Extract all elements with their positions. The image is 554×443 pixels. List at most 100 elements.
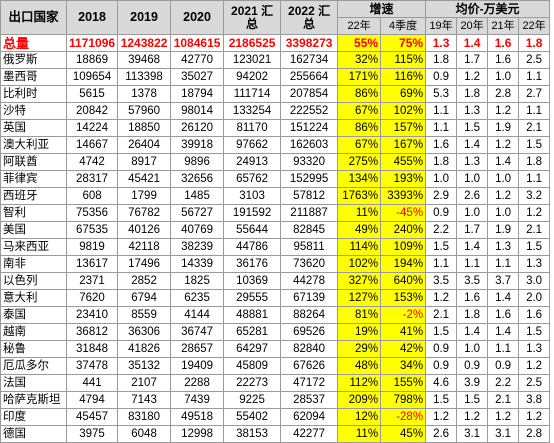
- y2022-cell[interactable]: 88264: [280, 306, 339, 324]
- growth-q4-cell[interactable]: 42%: [380, 340, 427, 358]
- y2018-cell[interactable]: 3975: [65, 425, 119, 443]
- y2022-cell[interactable]: 28537: [280, 391, 339, 409]
- y2020-cell[interactable]: 1825: [170, 272, 225, 290]
- table-row[interactable]: 智利 75356 76782 56727 191592 211887 11% -45% 0.9 1…: [0, 204, 551, 222]
- growth-q4-cell[interactable]: 45%: [380, 425, 427, 443]
- header-price-group[interactable]: 均价-万美元: [425, 0, 551, 18]
- country-cell[interactable]: 德国: [0, 425, 67, 443]
- growth-q4-cell[interactable]: 69%: [380, 85, 427, 103]
- table-row[interactable]: 马来西亚 9819 42118 38239 44786 95811 114% 109% 1.5 1…: [0, 238, 551, 256]
- country-cell[interactable]: 法国: [0, 374, 67, 392]
- price-19-cell[interactable]: 0.9: [425, 204, 458, 222]
- header-growth-q4[interactable]: 4季度: [380, 17, 427, 35]
- y2021-cell[interactable]: 133254: [223, 102, 282, 120]
- country-cell[interactable]: 以色列: [0, 272, 67, 290]
- growth-22-cell[interactable]: 209%: [337, 391, 382, 409]
- y2021-cell[interactable]: 44786: [223, 238, 282, 256]
- y2018-cell[interactable]: 441: [65, 374, 119, 392]
- price-19-cell[interactable]: 0.9: [425, 357, 458, 375]
- price-22-cell[interactable]: 1.1: [518, 170, 551, 188]
- total-growth-q4[interactable]: 75%: [380, 34, 427, 52]
- table-row[interactable]: 沙特 20842 57960 98014 133254 222552 67% 102% 1.1 1…: [0, 102, 551, 120]
- growth-22-cell[interactable]: 67%: [337, 102, 382, 120]
- y2019-cell[interactable]: 76782: [117, 204, 172, 222]
- growth-q4-cell[interactable]: 116%: [380, 68, 427, 86]
- y2021-cell[interactable]: 65762: [223, 170, 282, 188]
- price-21-cell[interactable]: 1.0: [487, 170, 520, 188]
- y2018-cell[interactable]: 45457: [65, 408, 119, 426]
- y2019-cell[interactable]: 39468: [117, 51, 172, 69]
- y2021-cell[interactable]: 22273: [223, 374, 282, 392]
- price-20-cell[interactable]: 1.4: [456, 238, 489, 256]
- y2021-cell[interactable]: 9225: [223, 391, 282, 409]
- y2020-cell[interactable]: 7439: [170, 391, 225, 409]
- price-22-cell[interactable]: 2.5: [518, 51, 551, 69]
- growth-q4-cell[interactable]: 240%: [380, 221, 427, 239]
- growth-22-cell[interactable]: 86%: [337, 119, 382, 137]
- header-growth-22[interactable]: 22年: [337, 17, 382, 35]
- y2019-cell[interactable]: 8559: [117, 306, 172, 324]
- price-19-cell[interactable]: 5.3: [425, 85, 458, 103]
- price-22-cell[interactable]: 1.6: [518, 306, 551, 324]
- country-cell[interactable]: 哈萨克斯坦: [0, 391, 67, 409]
- y2021-cell[interactable]: 24913: [223, 153, 282, 171]
- y2021-cell[interactable]: 10369: [223, 272, 282, 290]
- price-20-cell[interactable]: 1.4: [456, 323, 489, 341]
- price-19-cell[interactable]: 1.1: [425, 102, 458, 120]
- table-row[interactable]: 澳大利亚 14667 26404 39918 97662 162603 67% 167% 1.6…: [0, 136, 551, 154]
- growth-22-cell[interactable]: 102%: [337, 255, 382, 273]
- growth-22-cell[interactable]: 49%: [337, 221, 382, 239]
- price-22-cell[interactable]: 2.0: [518, 289, 551, 307]
- price-19-cell[interactable]: 2.9: [425, 187, 458, 205]
- y2019-cell[interactable]: 35132: [117, 357, 172, 375]
- price-22-cell[interactable]: 1.3: [518, 255, 551, 273]
- y2020-cell[interactable]: 9896: [170, 153, 225, 171]
- y2021-cell[interactable]: 38153: [223, 425, 282, 443]
- y2020-cell[interactable]: 42770: [170, 51, 225, 69]
- y2018-cell[interactable]: 75356: [65, 204, 119, 222]
- price-19-cell[interactable]: 4.6: [425, 374, 458, 392]
- price-22-cell[interactable]: 2.8: [518, 425, 551, 443]
- y2020-cell[interactable]: 26120: [170, 119, 225, 137]
- price-22-cell[interactable]: 1.5: [518, 323, 551, 341]
- y2019-cell[interactable]: 1378: [117, 85, 172, 103]
- price-21-cell[interactable]: 2.1: [487, 391, 520, 409]
- y2022-cell[interactable]: 47172: [280, 374, 339, 392]
- country-cell[interactable]: 西班牙: [0, 187, 67, 205]
- price-21-cell[interactable]: 1.4: [487, 289, 520, 307]
- growth-q4-cell[interactable]: 3393%: [380, 187, 427, 205]
- y2018-cell[interactable]: 5615: [65, 85, 119, 103]
- total-row[interactable]: 总量 1171096 1243822 1084615 2186525 33982…: [0, 34, 551, 52]
- growth-q4-cell[interactable]: 193%: [380, 170, 427, 188]
- y2022-cell[interactable]: 95811: [280, 238, 339, 256]
- y2019-cell[interactable]: 8917: [117, 153, 172, 171]
- y2022-cell[interactable]: 82840: [280, 340, 339, 358]
- growth-q4-cell[interactable]: -2%: [380, 306, 427, 324]
- growth-22-cell[interactable]: 11%: [337, 425, 382, 443]
- table-row[interactable]: 越南 36812 36306 36747 65281 69526 19% 41% 1.5 1.4 1…: [0, 323, 551, 341]
- price-19-cell[interactable]: 1.8: [425, 51, 458, 69]
- price-20-cell[interactable]: 1.5: [456, 119, 489, 137]
- price-19-cell[interactable]: 3.5: [425, 272, 458, 290]
- growth-q4-cell[interactable]: 455%: [380, 153, 427, 171]
- price-21-cell[interactable]: 0.9: [487, 357, 520, 375]
- price-19-cell[interactable]: 1.6: [425, 136, 458, 154]
- y2019-cell[interactable]: 42118: [117, 238, 172, 256]
- y2020-cell[interactable]: 18794: [170, 85, 225, 103]
- growth-q4-cell[interactable]: 194%: [380, 255, 427, 273]
- growth-q4-cell[interactable]: 798%: [380, 391, 427, 409]
- total-price-20[interactable]: 1.4: [456, 34, 489, 52]
- price-21-cell[interactable]: 2.8: [487, 85, 520, 103]
- table-row[interactable]: 英国 14224 18850 26120 81170 151224 86% 157% 1.1 1.…: [0, 119, 551, 137]
- y2020-cell[interactable]: 28657: [170, 340, 225, 358]
- price-19-cell[interactable]: 2.2: [425, 221, 458, 239]
- growth-22-cell[interactable]: 11%: [337, 204, 382, 222]
- y2019-cell[interactable]: 26404: [117, 136, 172, 154]
- y2022-cell[interactable]: 67626: [280, 357, 339, 375]
- y2022-cell[interactable]: 255664: [280, 68, 339, 86]
- y2021-cell[interactable]: 64297: [223, 340, 282, 358]
- y2018-cell[interactable]: 20842: [65, 102, 119, 120]
- growth-22-cell[interactable]: 171%: [337, 68, 382, 86]
- growth-q4-cell[interactable]: 34%: [380, 357, 427, 375]
- price-20-cell[interactable]: 1.2: [456, 408, 489, 426]
